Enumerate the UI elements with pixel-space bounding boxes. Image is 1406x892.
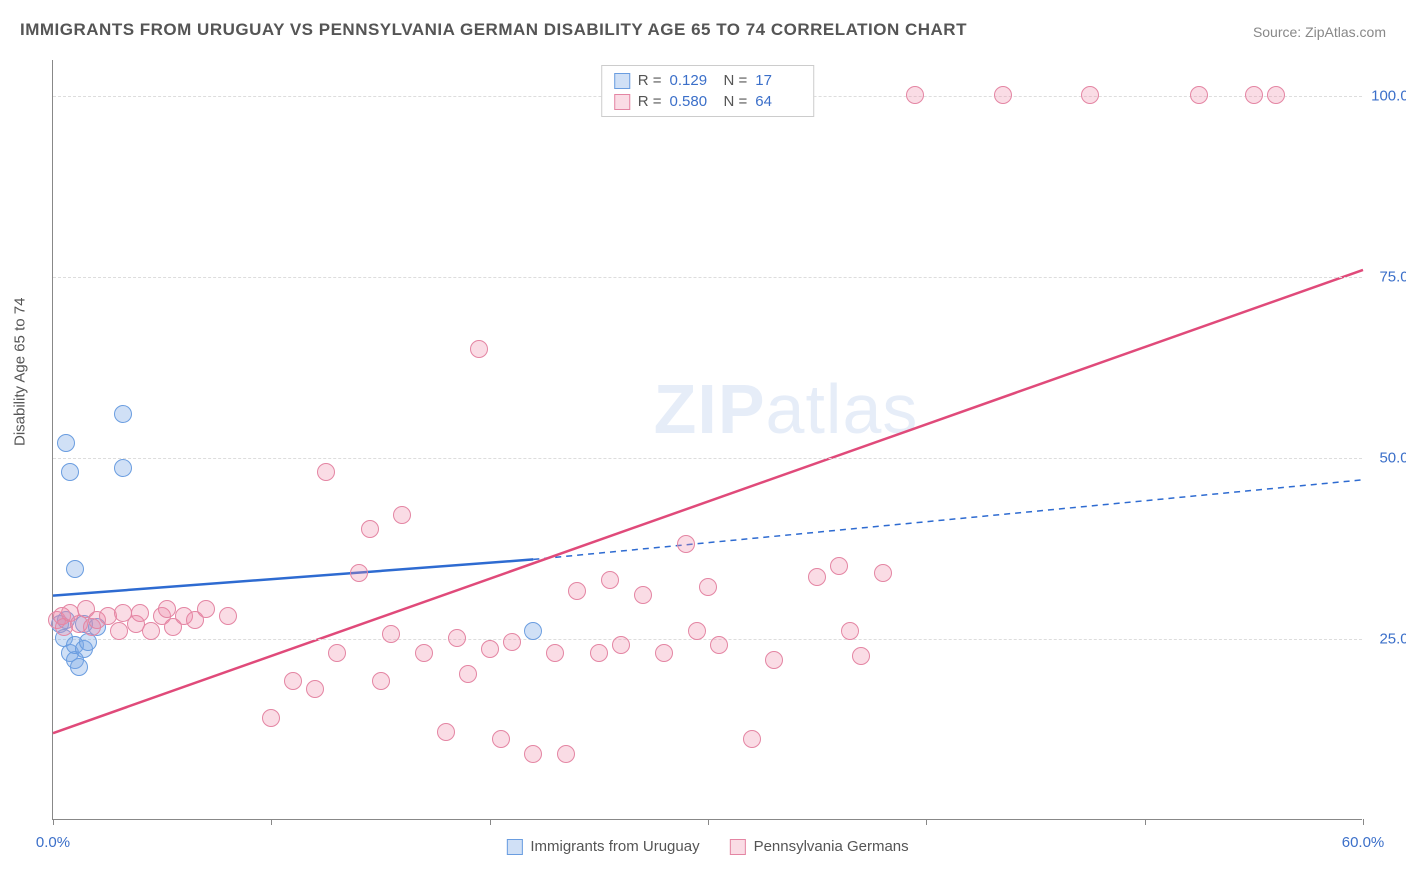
x-tick [1145,819,1146,825]
n-value-uruguay: 17 [755,72,801,89]
data-point [524,745,542,763]
data-point [393,506,411,524]
data-point [634,586,652,604]
gridline [53,458,1362,459]
r-value-pagermans: 0.580 [670,93,716,110]
legend-swatch-uruguay [614,73,630,89]
data-point [655,644,673,662]
data-point [197,600,215,618]
data-point [677,535,695,553]
r-label: R = [638,93,662,110]
data-point [710,636,728,654]
data-point [481,640,499,658]
n-label: N = [724,72,748,89]
x-tick [708,819,709,825]
x-tick [926,819,927,825]
legend-item-pagermans: Pennsylvania Germans [730,838,909,855]
legend-swatch-pagermans [730,839,746,855]
data-point [219,607,237,625]
data-point [557,745,575,763]
data-point [328,644,346,662]
data-point [601,571,619,589]
data-point [306,680,324,698]
data-point [57,434,75,452]
gridline [53,639,1362,640]
data-point [361,520,379,538]
data-point [906,86,924,104]
data-point [743,730,761,748]
data-point [70,658,88,676]
data-point [382,625,400,643]
y-tick-label: 75.0% [1379,269,1406,286]
legend-label-pagermans: Pennsylvania Germans [754,838,909,855]
n-value-pagermans: 64 [755,93,801,110]
x-tick [490,819,491,825]
data-point [114,459,132,477]
data-point [448,629,466,647]
data-point [699,578,717,596]
data-point [262,709,280,727]
x-tick [271,819,272,825]
data-point [765,651,783,669]
data-point [1190,86,1208,104]
data-point [114,405,132,423]
data-point [612,636,630,654]
data-point [808,568,826,586]
data-point [841,622,859,640]
data-point [852,647,870,665]
chart-title: IMMIGRANTS FROM URUGUAY VS PENNSYLVANIA … [20,20,967,40]
scatter-chart: ZIPatlas R = 0.129 N = 17 R = 0.580 N = … [52,60,1362,820]
trend-lines [53,60,1362,819]
data-point [350,564,368,582]
data-point [158,600,176,618]
source-label: Source: ZipAtlas.com [1253,24,1386,40]
data-point [131,604,149,622]
data-point [61,463,79,481]
data-point [1267,86,1285,104]
data-point [546,644,564,662]
data-point [1245,86,1263,104]
legend-label-uruguay: Immigrants from Uruguay [530,838,699,855]
gridline [53,277,1362,278]
data-point [66,560,84,578]
data-point [1081,86,1099,104]
n-label: N = [724,93,748,110]
data-point [688,622,706,640]
data-point [372,672,390,690]
y-tick-label: 50.0% [1379,450,1406,467]
y-tick-label: 100.0% [1371,88,1406,105]
data-point [568,582,586,600]
series-legend: Immigrants from Uruguay Pennsylvania Ger… [506,838,908,855]
r-value-uruguay: 0.129 [670,72,716,89]
x-tick [1363,819,1364,825]
data-point [830,557,848,575]
x-tick-label: 0.0% [36,834,70,851]
data-point [874,564,892,582]
data-point [470,340,488,358]
x-tick-label: 60.0% [1342,834,1385,851]
correlation-legend: R = 0.129 N = 17 R = 0.580 N = 64 [601,65,815,117]
data-point [110,622,128,640]
data-point [503,633,521,651]
legend-swatch-uruguay [506,839,522,855]
data-point [317,463,335,481]
data-point [284,672,302,690]
data-point [492,730,510,748]
data-point [437,723,455,741]
r-label: R = [638,72,662,89]
data-point [524,622,542,640]
legend-item-uruguay: Immigrants from Uruguay [506,838,699,855]
y-tick-label: 25.0% [1379,631,1406,648]
y-axis-label: Disability Age 65 to 74 [12,298,29,446]
legend-row-pagermans: R = 0.580 N = 64 [614,91,802,112]
data-point [415,644,433,662]
legend-swatch-pagermans [614,94,630,110]
x-tick [53,819,54,825]
data-point [590,644,608,662]
data-point [994,86,1012,104]
legend-row-uruguay: R = 0.129 N = 17 [614,70,802,91]
data-point [459,665,477,683]
